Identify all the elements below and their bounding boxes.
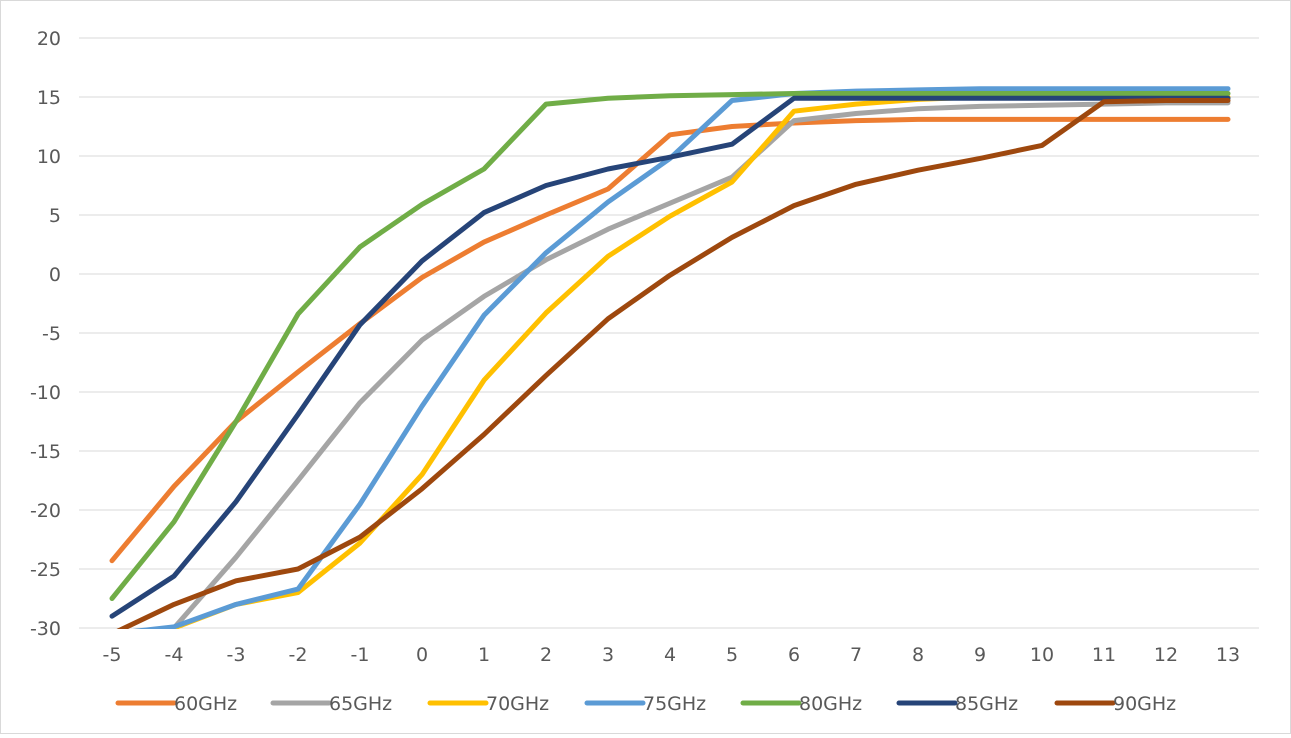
x-tick-label: 6 xyxy=(788,644,800,666)
legend-label: 60GHz xyxy=(174,693,237,715)
series-line-60ghz xyxy=(109,116,1231,564)
x-tick-label: 13 xyxy=(1216,644,1240,666)
x-axis-tick-labels: -5 -4 -3 -2 -1 0 1 2 3 4 5 6 7 8 9 10 11 12 13 xyxy=(103,644,1241,666)
y-tick-label: -15 xyxy=(30,441,61,463)
x-tick-label: 9 xyxy=(974,644,986,666)
legend-label: 70GHz xyxy=(486,693,549,715)
y-axis-tick-labels: 20 15 10 5 0 -5 -10 -15 -20 -25 -30 xyxy=(30,28,61,640)
legend-label: 75GHz xyxy=(643,693,706,715)
x-tick-label: 4 xyxy=(664,644,676,666)
gridlines xyxy=(79,37,1259,629)
x-tick-label: 3 xyxy=(602,644,614,666)
x-tick-label: 5 xyxy=(726,644,738,666)
y-tick-label: -30 xyxy=(30,618,61,640)
x-tick-label: 0 xyxy=(416,644,428,666)
series-line-80ghz xyxy=(109,91,1231,601)
x-tick-label: -2 xyxy=(289,644,308,666)
x-tick-label: 11 xyxy=(1092,644,1116,666)
legend: 60GHz 65GHz 70GHz 75GHz 80GHz 85GHz 90GHz xyxy=(115,693,1176,715)
y-tick-label: -20 xyxy=(30,500,61,522)
x-tick-label: 10 xyxy=(1030,644,1054,666)
series-line-75ghz xyxy=(132,86,1231,629)
series-line-85ghz xyxy=(109,95,1231,619)
y-tick-label: 20 xyxy=(37,28,61,50)
legend-label: 65GHz xyxy=(329,693,392,715)
x-tick-label: -1 xyxy=(351,644,370,666)
y-tick-label: -10 xyxy=(30,382,61,404)
x-tick-label: 2 xyxy=(540,644,552,666)
legend-label: 80GHz xyxy=(799,693,862,715)
x-tick-label: -5 xyxy=(103,644,122,666)
y-tick-label: 0 xyxy=(49,264,61,286)
y-tick-label: 5 xyxy=(49,205,61,227)
y-tick-label: 10 xyxy=(37,146,61,168)
y-tick-label: 15 xyxy=(37,87,61,109)
y-tick-label: -5 xyxy=(42,323,61,345)
legend-label: 90GHz xyxy=(1113,693,1176,715)
x-tick-label: 7 xyxy=(850,644,862,666)
series-line-65ghz xyxy=(137,100,1231,629)
x-tick-label: -4 xyxy=(165,644,184,666)
series-line-70ghz xyxy=(137,94,1231,629)
series-line-90ghz xyxy=(116,98,1231,629)
x-tick-label: 1 xyxy=(478,644,490,666)
x-tick-label: -3 xyxy=(227,644,246,666)
x-tick-label: 12 xyxy=(1154,644,1178,666)
x-tick-label: 8 xyxy=(912,644,924,666)
y-tick-label: -25 xyxy=(30,559,61,581)
series-lines xyxy=(109,86,1231,629)
legend-label: 85GHz xyxy=(955,693,1018,715)
